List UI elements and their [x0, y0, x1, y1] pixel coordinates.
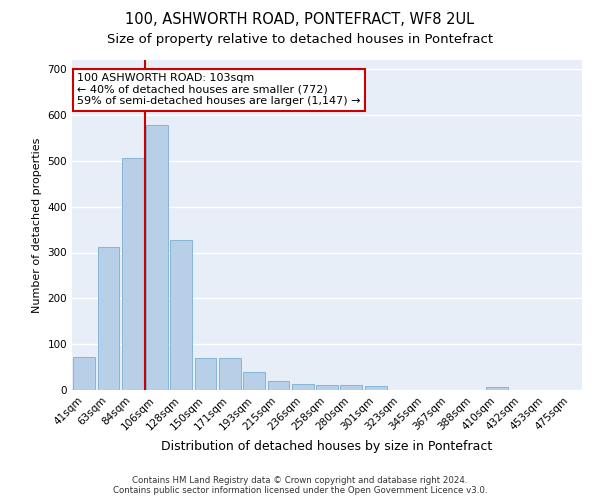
Bar [73, 357, 95, 390]
Bar [292, 384, 314, 390]
Bar [170, 240, 192, 390]
Bar [194, 358, 217, 390]
Bar [268, 381, 289, 390]
X-axis label: Distribution of detached houses by size in Pontefract: Distribution of detached houses by size … [161, 440, 493, 453]
Bar [365, 386, 386, 390]
Bar [97, 247, 119, 390]
Bar [219, 358, 241, 390]
Bar [122, 158, 143, 390]
Bar [486, 387, 508, 390]
Y-axis label: Number of detached properties: Number of detached properties [32, 138, 42, 312]
Bar [316, 385, 338, 390]
Text: 100, ASHWORTH ROAD, PONTEFRACT, WF8 2UL: 100, ASHWORTH ROAD, PONTEFRACT, WF8 2UL [125, 12, 475, 28]
Bar [146, 125, 168, 390]
Text: Size of property relative to detached houses in Pontefract: Size of property relative to detached ho… [107, 32, 493, 46]
Text: 100 ASHWORTH ROAD: 103sqm
← 40% of detached houses are smaller (772)
59% of semi: 100 ASHWORTH ROAD: 103sqm ← 40% of detac… [77, 73, 361, 106]
Bar [243, 372, 265, 390]
Text: Contains HM Land Registry data © Crown copyright and database right 2024.
Contai: Contains HM Land Registry data © Crown c… [113, 476, 487, 495]
Bar [340, 385, 362, 390]
